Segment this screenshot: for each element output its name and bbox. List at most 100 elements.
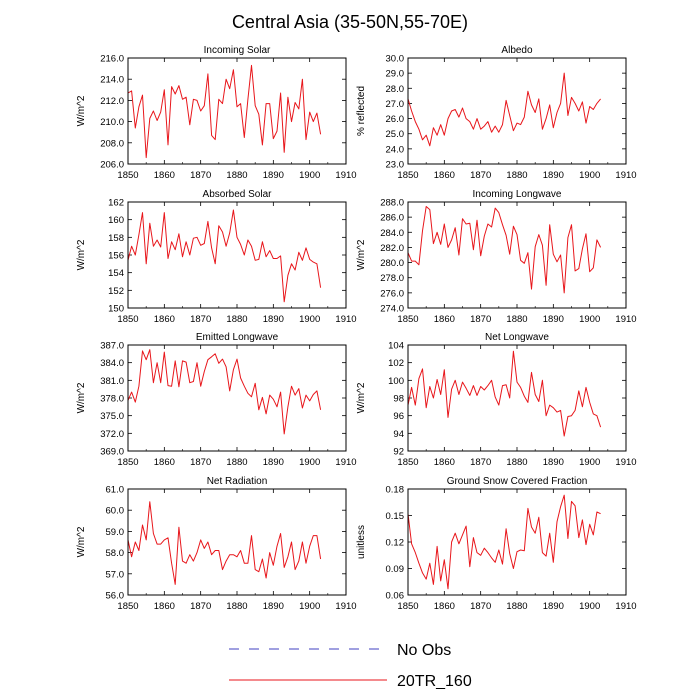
y-tick-label: 381.0 — [100, 376, 124, 387]
x-tick-label: 1910 — [335, 457, 356, 468]
x-tick-label: 1890 — [263, 314, 284, 325]
y-tick-label: 160 — [108, 215, 124, 226]
panel-title: Net Longwave — [485, 332, 549, 343]
x-tick-label: 1900 — [299, 457, 320, 468]
panel-albedo: Albedo % reflected 1850 1860 1870 1880 1890 190… — [356, 45, 637, 181]
x-tick-label: 1850 — [397, 457, 418, 468]
x-tick-label: 1910 — [335, 314, 356, 325]
plot-frame — [407, 488, 627, 596]
series-line-20tr-160 — [407, 206, 602, 294]
y-tick-label: 26.0 — [386, 114, 405, 125]
x-tick-label: 1850 — [397, 170, 418, 181]
x-tick-label: 1880 — [506, 170, 527, 181]
y-tick-label: 280.0 — [380, 258, 404, 269]
y-tick-label: 59.0 — [106, 527, 125, 538]
y-tick-label: 150 — [108, 304, 124, 315]
plot-frame — [127, 201, 347, 309]
y-tick-label: 98 — [393, 394, 404, 405]
figure-title: Central Asia (35-50N,55-70E) — [232, 12, 468, 32]
legend-label-20tr-160: 20TR_160 — [397, 673, 472, 690]
y-tick-label: 61.0 — [106, 485, 125, 496]
x-tick-label: 1860 — [154, 170, 175, 181]
x-tick-label: 1880 — [506, 314, 527, 325]
y-tick-label: 206.0 — [100, 160, 124, 171]
y-tick-label: 282.0 — [380, 243, 404, 254]
y-axis-label: W/m^2 — [76, 382, 87, 413]
y-tick-label: 378.0 — [100, 394, 124, 405]
x-tick-label: 1890 — [543, 314, 564, 325]
x-tick-label: 1850 — [397, 314, 418, 325]
y-tick-label: 0.06 — [386, 591, 405, 602]
x-tick-label: 1900 — [579, 457, 600, 468]
y-tick-label: 29.0 — [386, 69, 405, 80]
y-tick-label: 212.0 — [100, 96, 124, 107]
x-tick-label: 1860 — [434, 601, 455, 612]
x-tick-label: 1850 — [117, 314, 138, 325]
x-tick-label: 1900 — [299, 170, 320, 181]
x-tick-label: 1880 — [506, 601, 527, 612]
x-tick-label: 1910 — [615, 170, 636, 181]
x-tick-label: 1900 — [299, 314, 320, 325]
x-tick-label: 1910 — [615, 601, 636, 612]
x-tick-label: 1900 — [579, 314, 600, 325]
y-tick-label: 154 — [108, 268, 124, 279]
panel-title: Net Radiation — [207, 476, 268, 487]
series-line-20tr-160 — [127, 64, 322, 159]
x-tick-label: 1880 — [226, 457, 247, 468]
legend: No Obs 20TR_160 — [229, 642, 472, 690]
x-tick-label: 1910 — [615, 457, 636, 468]
y-tick-label: 284.0 — [380, 228, 404, 239]
x-tick-label: 1890 — [543, 457, 564, 468]
plot-frame — [127, 488, 347, 596]
x-tick-label: 1880 — [226, 314, 247, 325]
y-tick-label: 158 — [108, 233, 124, 244]
y-axis-label: W/m^2 — [76, 95, 87, 126]
plot-frame — [407, 344, 627, 452]
panel-title: Absorbed Solar — [203, 189, 273, 200]
y-tick-label: 152 — [108, 286, 124, 297]
y-tick-label: 94 — [393, 429, 404, 440]
x-tick-label: 1860 — [154, 314, 175, 325]
panels: Incoming Solar W/m^2 1850 1860 1870 1880 1890 1… — [76, 45, 637, 612]
y-tick-label: 208.0 — [100, 138, 124, 149]
panel-absorbed-solar: Absorbed Solar W/m^2 1850 1860 1870 1880 1890 1… — [76, 189, 357, 325]
x-tick-label: 1860 — [434, 457, 455, 468]
x-tick-label: 1870 — [190, 314, 211, 325]
y-axis-label: W/m^2 — [76, 239, 87, 270]
y-tick-label: 92 — [393, 447, 404, 458]
y-tick-label: 0.09 — [386, 564, 405, 575]
panel-incoming-solar: Incoming Solar W/m^2 1850 1860 1870 1880 1890 1… — [76, 45, 357, 181]
x-tick-label: 1890 — [543, 601, 564, 612]
y-tick-label: 0.15 — [386, 511, 405, 522]
x-tick-label: 1880 — [226, 601, 247, 612]
y-tick-label: 23.0 — [386, 160, 405, 171]
y-axis-label: W/m^2 — [356, 239, 367, 270]
panel-net-radiation: Net Radiation W/m^2 1850 1860 1870 1880 1890 19… — [76, 476, 357, 612]
x-tick-label: 1860 — [434, 314, 455, 325]
x-tick-label: 1870 — [190, 170, 211, 181]
y-tick-label: 384.0 — [100, 358, 124, 369]
x-tick-label: 1860 — [154, 601, 175, 612]
panel-title: Incoming Longwave — [473, 189, 562, 200]
y-tick-label: 375.0 — [100, 411, 124, 422]
x-tick-label: 1870 — [190, 601, 211, 612]
y-tick-label: 0.12 — [386, 538, 405, 549]
series-line-20tr-160 — [127, 209, 322, 303]
x-tick-label: 1850 — [117, 457, 138, 468]
y-tick-label: 24.0 — [386, 144, 405, 155]
y-tick-label: 156 — [108, 251, 124, 262]
y-tick-label: 100 — [388, 376, 404, 387]
x-tick-label: 1890 — [263, 170, 284, 181]
y-axis-label: unitless — [356, 525, 367, 559]
x-tick-label: 1870 — [470, 314, 491, 325]
x-tick-label: 1880 — [506, 457, 527, 468]
y-tick-label: 288.0 — [380, 198, 404, 209]
x-tick-label: 1870 — [470, 601, 491, 612]
panel-incoming-longwave: Incoming Longwave W/m^2 1850 1860 1870 1880 18… — [356, 189, 637, 325]
x-tick-label: 1860 — [154, 457, 175, 468]
y-tick-label: 0.18 — [386, 485, 405, 496]
x-tick-label: 1890 — [543, 170, 564, 181]
x-tick-label: 1880 — [226, 170, 247, 181]
plot-frame — [407, 201, 627, 309]
